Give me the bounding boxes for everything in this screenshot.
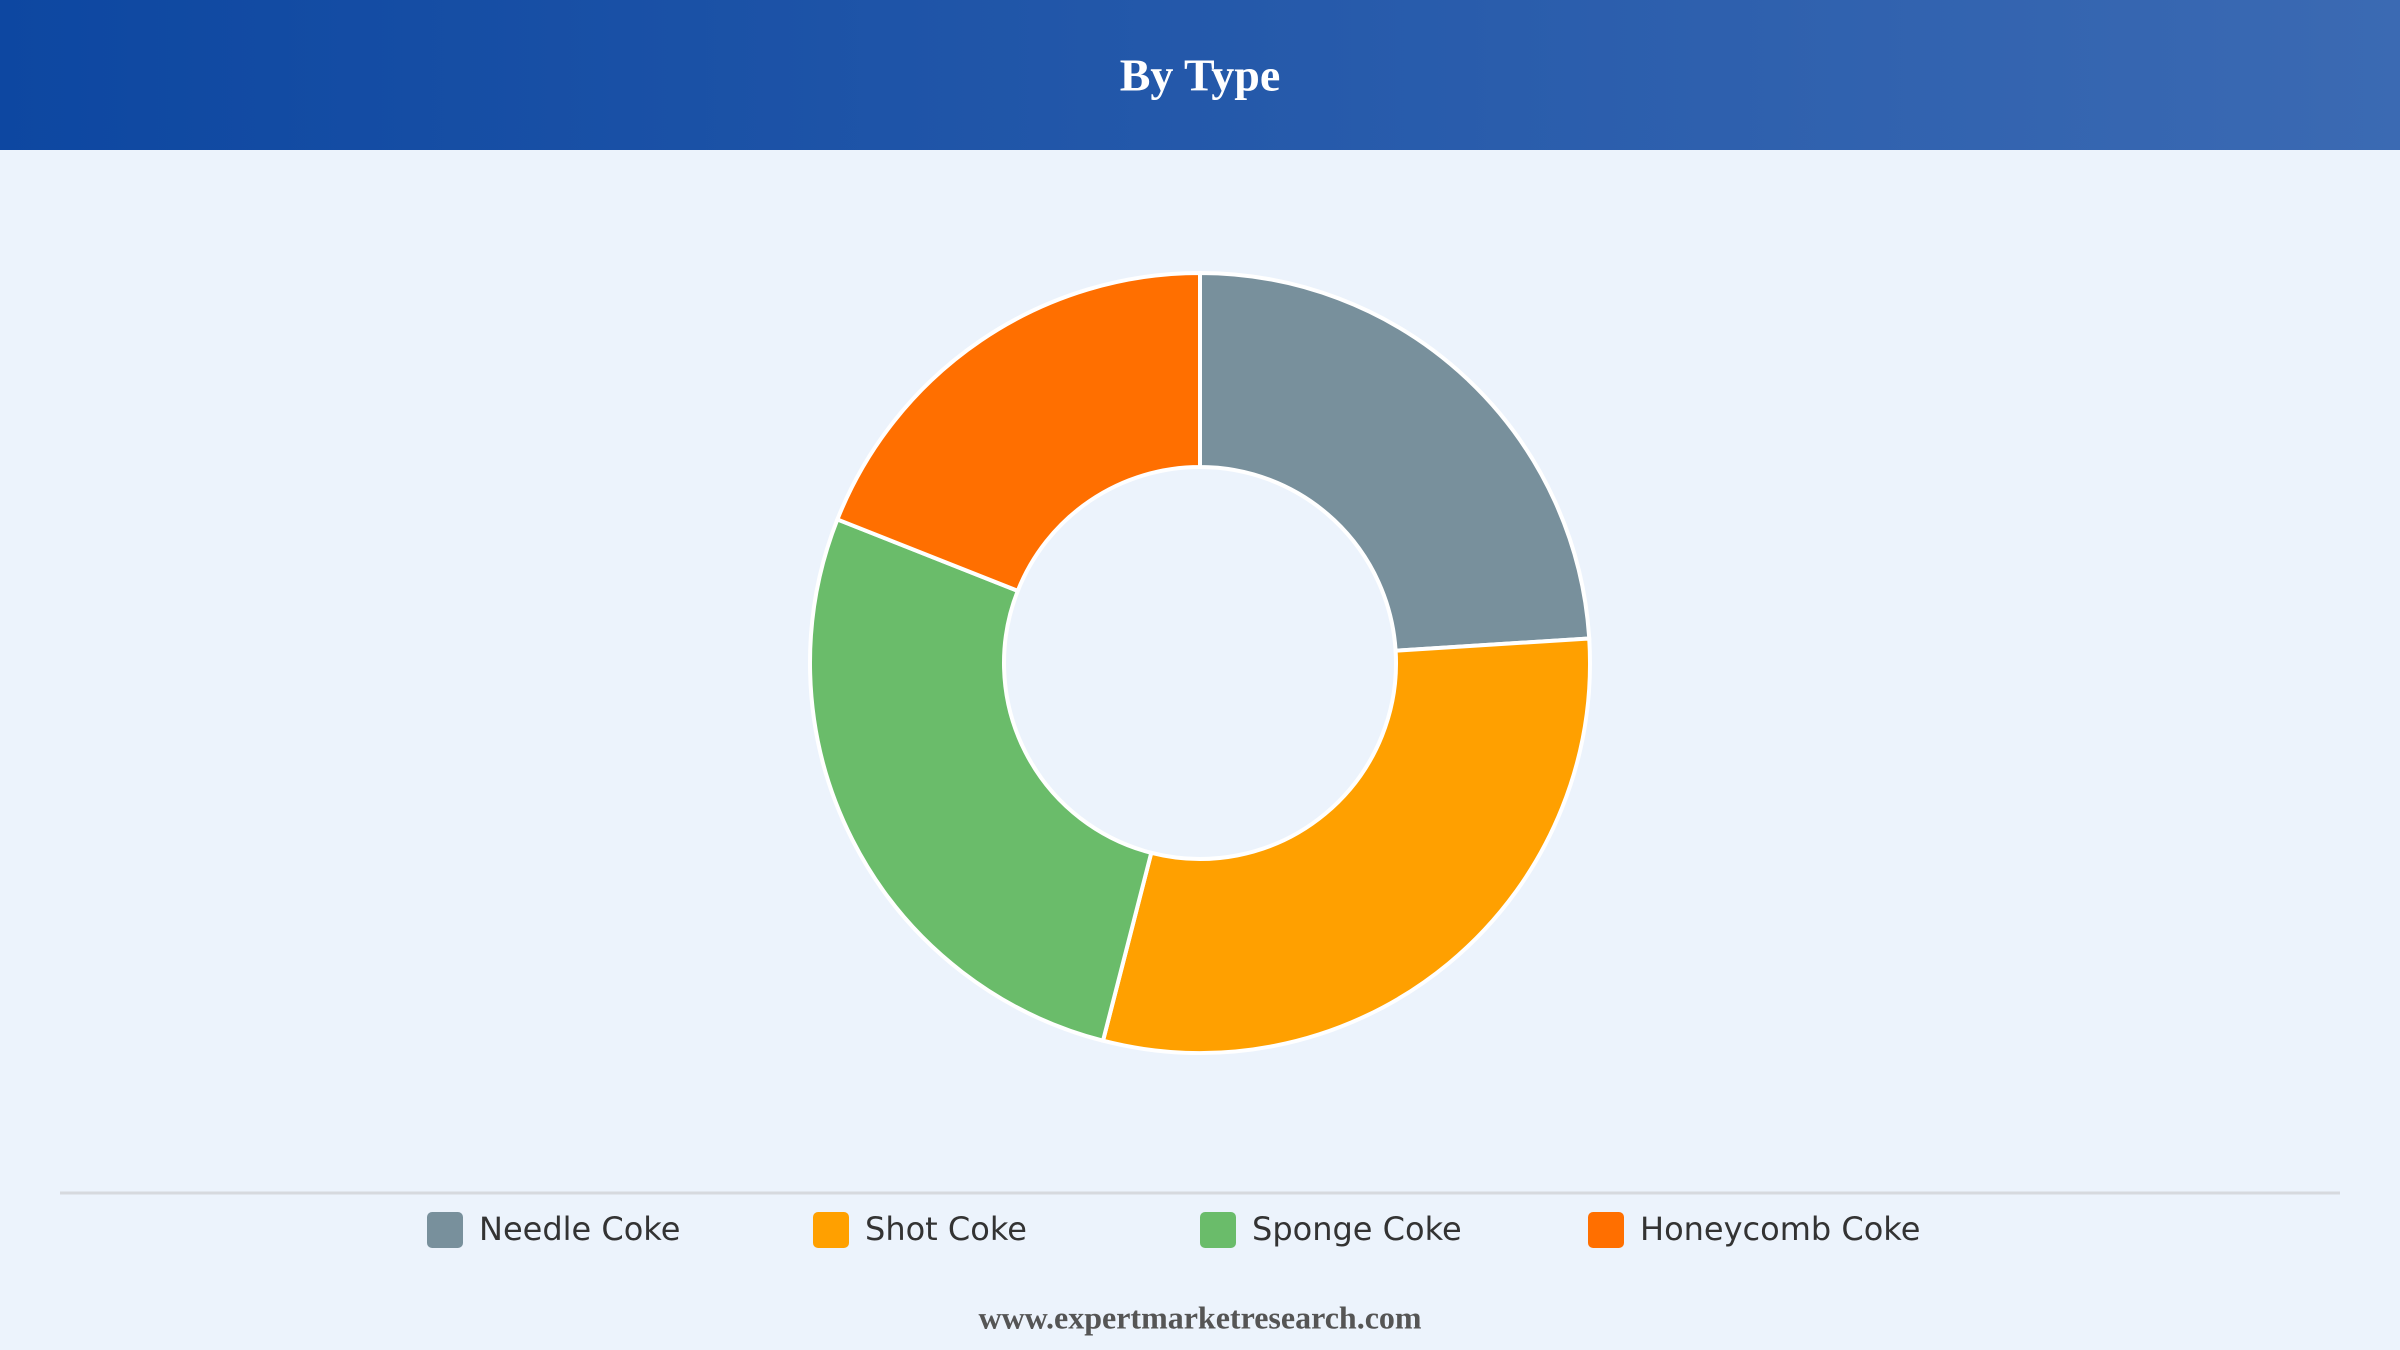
slice: [1100, 636, 1592, 1056]
legend-swatch: [427, 1212, 463, 1248]
legend: Needle Coke Shot Coke Sponge Coke Honeycomb…: [427, 1210, 1920, 1248]
legend-swatch: [1200, 1212, 1236, 1248]
legend-label: Shot Coke: [865, 1210, 1027, 1248]
footer: www.expertmarketresearch.com: [978, 1299, 1421, 1335]
header: [0, 0, 2400, 150]
slice: [1198, 270, 1592, 653]
legend-swatch: [1588, 1212, 1624, 1248]
slice: [834, 270, 1202, 594]
legend-label: Needle Coke: [479, 1210, 680, 1248]
legend-label: Honeycomb Coke: [1640, 1210, 1920, 1248]
donut: [808, 270, 1592, 1056]
slice: [808, 516, 1154, 1044]
legend-swatch: [813, 1212, 849, 1248]
legend-label: Sponge Coke: [1252, 1210, 1462, 1248]
chart-title: By Type: [1120, 50, 1281, 101]
